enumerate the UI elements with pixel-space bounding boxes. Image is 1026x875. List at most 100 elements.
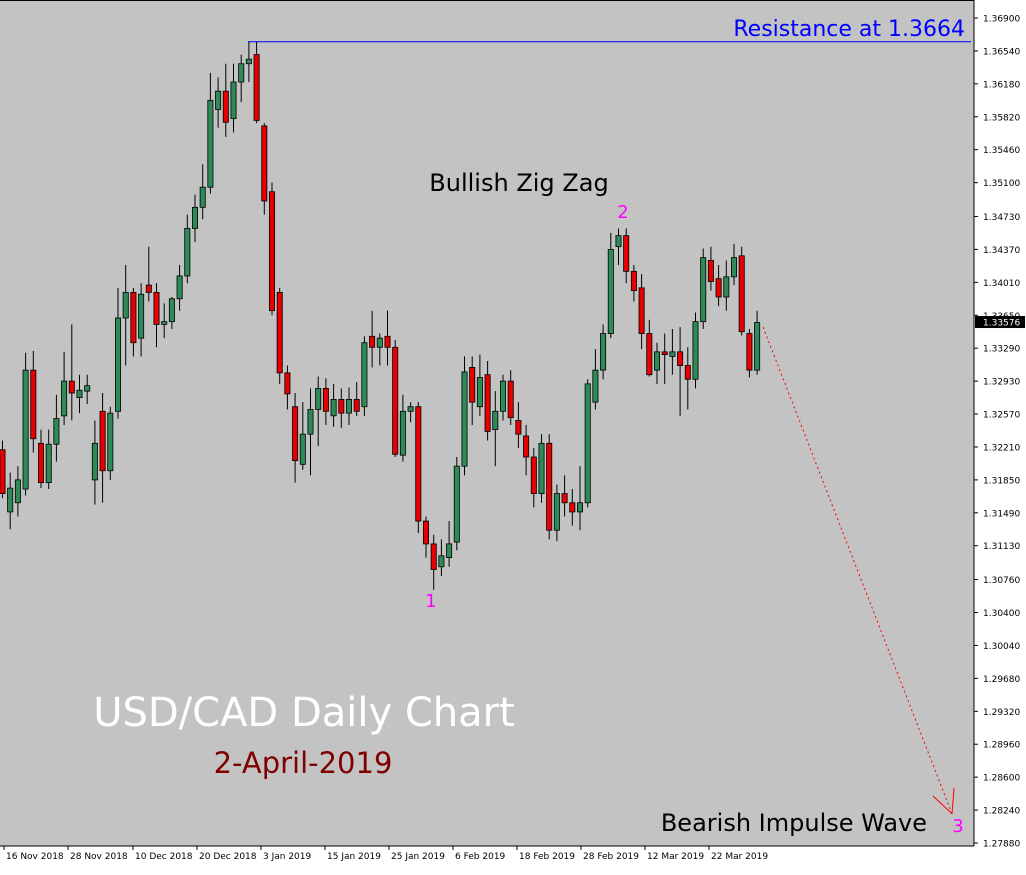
candle-body (507, 380, 514, 419)
candle-body (731, 257, 738, 278)
candle-body (115, 317, 122, 412)
candle-body (561, 493, 568, 504)
candle-body (122, 291, 129, 319)
candle-body (623, 235, 630, 272)
y-tick-label: 1.31490 (983, 509, 1020, 519)
zigzag-label: Bullish Zig Zag (429, 169, 608, 197)
x-tick-label: 10 Dec 2018 (135, 852, 193, 862)
candle-body (207, 99, 214, 188)
y-tick-label: 1.36180 (983, 80, 1020, 90)
candle-body (176, 275, 183, 300)
chart-title: USD/CAD Daily Chart (93, 690, 515, 736)
y-tick-label: 1.30400 (983, 609, 1020, 619)
candle-body (230, 81, 237, 120)
candle-body (30, 369, 37, 440)
candle-body (199, 186, 206, 208)
x-tick-label: 20 Dec 2018 (199, 852, 257, 862)
x-tick-label: 15 Jan 2019 (327, 852, 381, 862)
candle-body (76, 389, 83, 398)
candle-body (353, 399, 360, 412)
candle-body (422, 520, 429, 545)
candle-body (654, 351, 661, 371)
candle-body (161, 321, 168, 325)
y-tick-label: 1.31130 (983, 542, 1020, 552)
y-tick-label: 1.30760 (983, 576, 1020, 586)
candle-body (530, 456, 537, 495)
candle-body (345, 399, 352, 414)
candle-body (569, 502, 576, 513)
candle-body (138, 293, 145, 339)
y-tick-label: 1.35460 (983, 146, 1020, 156)
y-tick-label: 1.34730 (983, 213, 1020, 223)
y-tick-label: 1.28960 (983, 741, 1020, 751)
candle-body (592, 369, 599, 403)
y-tick-label: 1.29680 (983, 675, 1020, 685)
time-axis: 16 Nov 2018 28 Nov 2018 10 Dec 2018 20 Dec … (3, 846, 768, 862)
projection-arrowhead (932, 787, 955, 815)
candle-body (191, 206, 198, 229)
x-tick-label: 3 Jan 2019 (263, 852, 311, 862)
candle-body (700, 257, 707, 323)
current-price-box (975, 316, 1025, 329)
candle-body (22, 369, 29, 490)
candle-body (469, 366, 476, 403)
candle-body (684, 365, 691, 380)
candle-body (245, 58, 252, 65)
y-tick-label: 1.35820 (983, 113, 1020, 123)
wave-2-label: 2 (617, 202, 628, 223)
candle-body (0, 449, 6, 495)
y-tick-label: 1.31850 (983, 476, 1020, 486)
candle-body (315, 388, 322, 410)
candle-body (499, 380, 506, 412)
x-tick-label: 6 Feb 2019 (455, 852, 506, 862)
candle-body (384, 335, 391, 348)
candle-body (276, 291, 283, 374)
impulse-wave-label: Bearish Impulse Wave (661, 809, 927, 837)
candle-body (607, 249, 614, 334)
x-tick-label: 12 Mar 2019 (647, 852, 704, 862)
y-tick-label: 1.30040 (983, 642, 1020, 652)
candle-body (184, 227, 191, 277)
candle-body (707, 259, 714, 282)
candle-body (746, 333, 753, 371)
price-axis-background (974, 0, 1026, 870)
y-tick-label: 1.28240 (983, 807, 1020, 817)
candle-body (453, 465, 460, 543)
candle-body (53, 418, 60, 445)
candle-body (715, 278, 722, 298)
candle-body (369, 335, 376, 348)
candle-body (84, 385, 91, 392)
candle-body (14, 479, 21, 504)
candle-body (392, 346, 399, 455)
candle-body (692, 321, 699, 380)
y-tick-label: 1.29320 (983, 708, 1020, 718)
y-tick-label: 1.27880 (983, 840, 1020, 850)
candle-body (754, 322, 761, 371)
candle-body (168, 298, 175, 323)
candle-body (661, 351, 668, 355)
candle-body (299, 433, 306, 465)
y-tick-label: 1.28600 (983, 774, 1020, 784)
candle-body (723, 276, 730, 298)
wave-1-label: 1 (425, 591, 436, 612)
candle-body (553, 493, 560, 531)
candle-body (430, 543, 437, 570)
y-tick-label: 1.32570 (983, 411, 1020, 421)
x-tick-label: 22 Mar 2019 (711, 852, 768, 862)
candle-body (330, 399, 337, 417)
candle-body (307, 409, 314, 435)
candle-body (45, 443, 52, 484)
y-tick-label: 1.32210 (983, 443, 1020, 453)
candle-body (646, 333, 653, 376)
candle-body (253, 54, 260, 121)
candle-body (91, 442, 98, 481)
wave-3-label: 3 (952, 816, 963, 837)
resistance-label: Resistance at 1.3664 (733, 17, 965, 42)
x-tick-label: 18 Feb 2019 (519, 852, 575, 862)
candle-body (215, 90, 222, 110)
candle-body (61, 380, 68, 417)
candle-body (669, 351, 676, 357)
candle-body (438, 555, 445, 568)
candle-body (38, 442, 45, 484)
